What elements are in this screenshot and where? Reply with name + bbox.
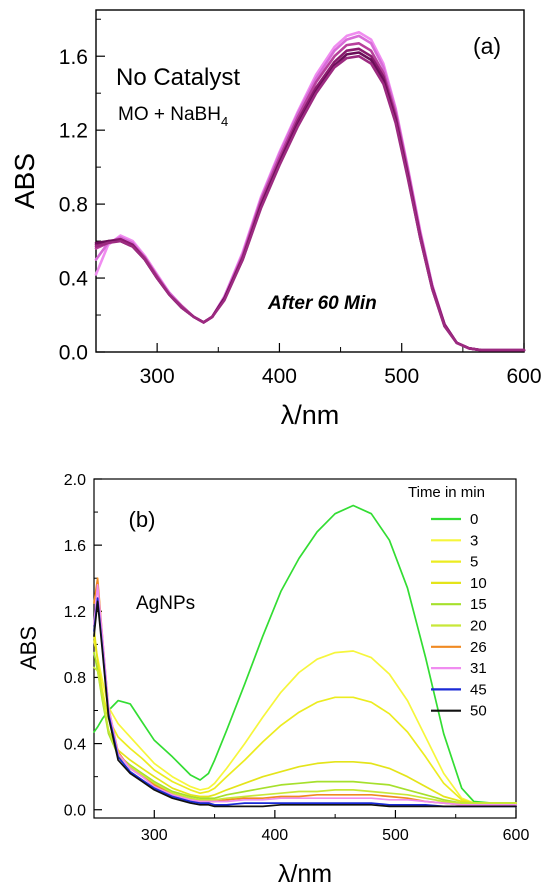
legend-label-3: 3 (470, 532, 478, 549)
panel-a-note: After 60 Min (267, 293, 377, 314)
series-line-5 (94, 54, 526, 352)
y-tick-label: 0.0 (59, 342, 88, 365)
panel-b-y-axis-title: ABS (16, 626, 41, 670)
x-tick-label: 500 (382, 827, 409, 844)
x-tick-label: 300 (141, 827, 168, 844)
x-tick-label: 600 (503, 827, 530, 844)
series-line-31 (93, 583, 517, 806)
panel-b-sample: AgNPs (136, 593, 195, 614)
legend-title: Time in min (408, 484, 485, 501)
series-line-15 (93, 651, 517, 804)
legend-label-31: 31 (470, 660, 487, 677)
y-tick-label: 0.8 (64, 670, 86, 687)
panel-a-label: (a) (473, 33, 501, 59)
panel-a: 300 400 500 600 0.0 0.4 0.8 1.2 1.6 (a) No Catal… (9, 9, 542, 430)
panel-a-plot-frame (95, 9, 525, 353)
x-tick-label: 300 (140, 365, 175, 388)
y-tick-label: 0.0 (64, 802, 86, 819)
legend-label-45: 45 (470, 681, 487, 698)
x-tick-label: 600 (506, 365, 541, 388)
legend-label-50: 50 (470, 703, 487, 720)
panel-b-x-axis-title: λ/nm (278, 860, 332, 888)
x-tick-label: 400 (262, 827, 289, 844)
panel-a-condition: No Catalyst (116, 64, 240, 91)
legend-label-10: 10 (470, 575, 487, 592)
legend-label-5: 5 (470, 554, 478, 571)
series-line-5 (93, 635, 517, 804)
y-tick-label: 0.4 (64, 736, 86, 753)
y-tick-label: 1.6 (64, 538, 86, 555)
legend-label-20: 20 (470, 618, 487, 635)
panel-b-legend: Time in min 0 3 5 10 15 20 26 31 45 50 (408, 484, 487, 720)
y-tick-label: 1.6 (59, 46, 88, 69)
x-tick-label: 400 (262, 365, 297, 388)
series-line-50 (93, 600, 517, 808)
panel-a-x-axis-title: λ/nm (281, 400, 340, 430)
panel-a-reaction: MO + NaBH4 (118, 104, 228, 129)
legend-label-15: 15 (470, 596, 487, 613)
legend-label-26: 26 (470, 639, 487, 656)
panel-a-ticks: 300 400 500 600 0.0 0.4 0.8 1.2 1.6 (59, 18, 542, 388)
x-tick-label: 500 (384, 365, 419, 388)
y-tick-label: 1.2 (59, 120, 88, 143)
series-line-0 (93, 504, 517, 804)
panel-b-label: (b) (129, 507, 156, 532)
y-tick-label: 0.8 (59, 194, 88, 217)
series-line-10 (93, 626, 517, 804)
y-tick-label: 2.0 (64, 472, 86, 489)
series-line-45 (93, 597, 517, 808)
series-line-3 (93, 640, 517, 804)
panel-a-reaction-main: MO + NaBH (118, 104, 221, 125)
y-tick-label: 0.4 (59, 268, 89, 291)
panel-a-y-axis-title: ABS (9, 153, 40, 209)
legend-label-0: 0 (470, 511, 478, 528)
panel-a-reaction-sub: 4 (221, 114, 228, 129)
panel-a-lines (94, 30, 526, 352)
panel-b-plot-frame (93, 478, 517, 819)
y-tick-label: 1.2 (64, 604, 86, 621)
panel-b-lines (93, 504, 517, 808)
